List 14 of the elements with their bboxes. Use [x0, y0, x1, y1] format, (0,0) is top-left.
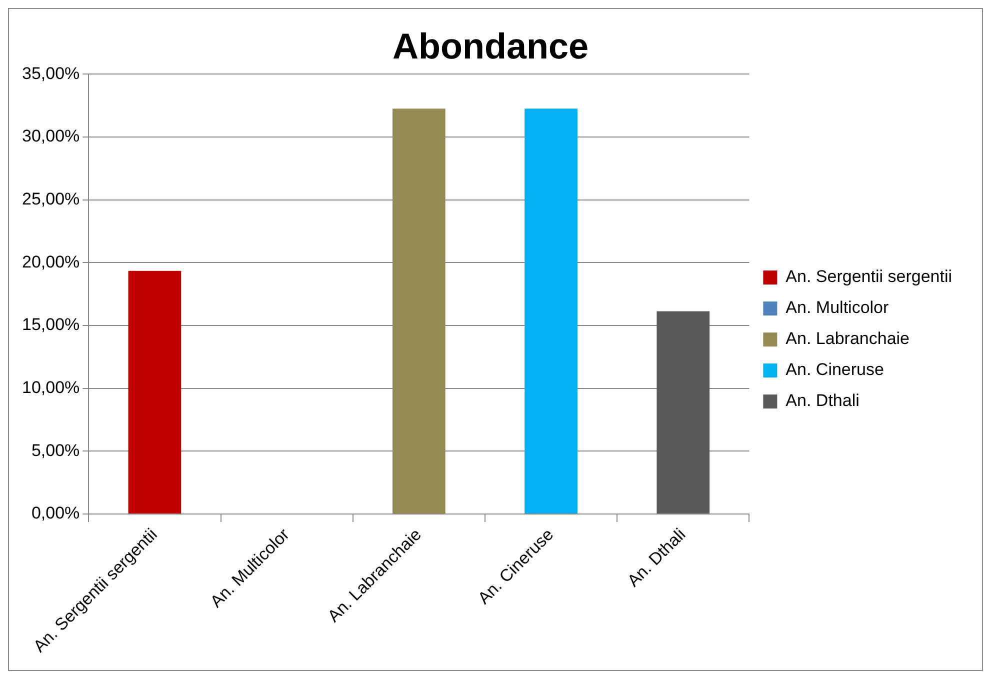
y-tick-label: 25,00% — [22, 190, 80, 209]
y-tick-label: 10,00% — [22, 378, 80, 398]
y-tick-label: 5,00% — [31, 440, 80, 460]
legend-label: An. Sergentii sergentii — [786, 267, 952, 286]
legend-label: An. Labranchaie — [786, 329, 910, 348]
chart-title: Abondance — [392, 26, 589, 67]
legend-label: An. Multicolor — [786, 298, 890, 318]
y-tick-label: 15,00% — [22, 315, 80, 334]
y-tick-label: 30,00% — [22, 126, 80, 146]
legend-label: An. Dthali — [786, 391, 860, 410]
y-tick-label: 20,00% — [22, 252, 80, 272]
legend-label: An. Cineruse — [786, 360, 884, 380]
y-tick-label: 0,00% — [31, 504, 80, 523]
y-tick-label: 35,00% — [22, 64, 80, 83]
